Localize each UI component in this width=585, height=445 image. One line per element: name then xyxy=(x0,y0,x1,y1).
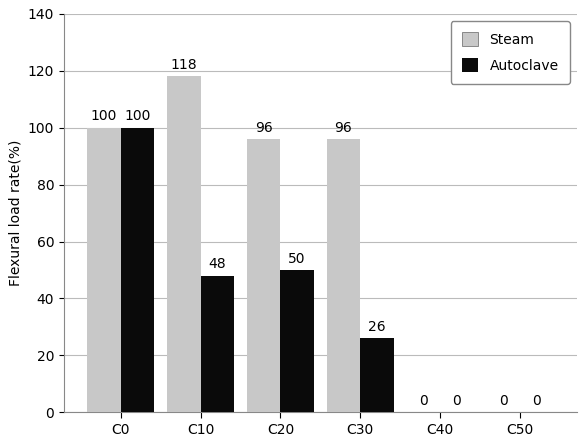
Bar xyxy=(167,77,201,412)
Bar xyxy=(247,139,280,412)
Legend: Steam, Autoclave: Steam, Autoclave xyxy=(450,21,570,84)
Text: 26: 26 xyxy=(368,320,386,334)
Bar xyxy=(201,275,234,412)
Text: 0: 0 xyxy=(419,394,428,408)
Bar xyxy=(87,128,121,412)
Bar xyxy=(121,128,154,412)
Text: 0: 0 xyxy=(452,394,461,408)
Text: 50: 50 xyxy=(288,252,306,266)
Text: 100: 100 xyxy=(125,109,151,123)
Text: 96: 96 xyxy=(255,121,273,135)
Y-axis label: Flexural load rate(%): Flexural load rate(%) xyxy=(8,140,22,286)
Text: 96: 96 xyxy=(335,121,352,135)
Text: 0: 0 xyxy=(532,394,541,408)
Text: 118: 118 xyxy=(171,58,197,72)
Bar xyxy=(280,270,314,412)
Bar xyxy=(360,338,394,412)
Bar xyxy=(326,139,360,412)
Text: 0: 0 xyxy=(498,394,507,408)
Text: 48: 48 xyxy=(209,257,226,271)
Text: 100: 100 xyxy=(91,109,117,123)
